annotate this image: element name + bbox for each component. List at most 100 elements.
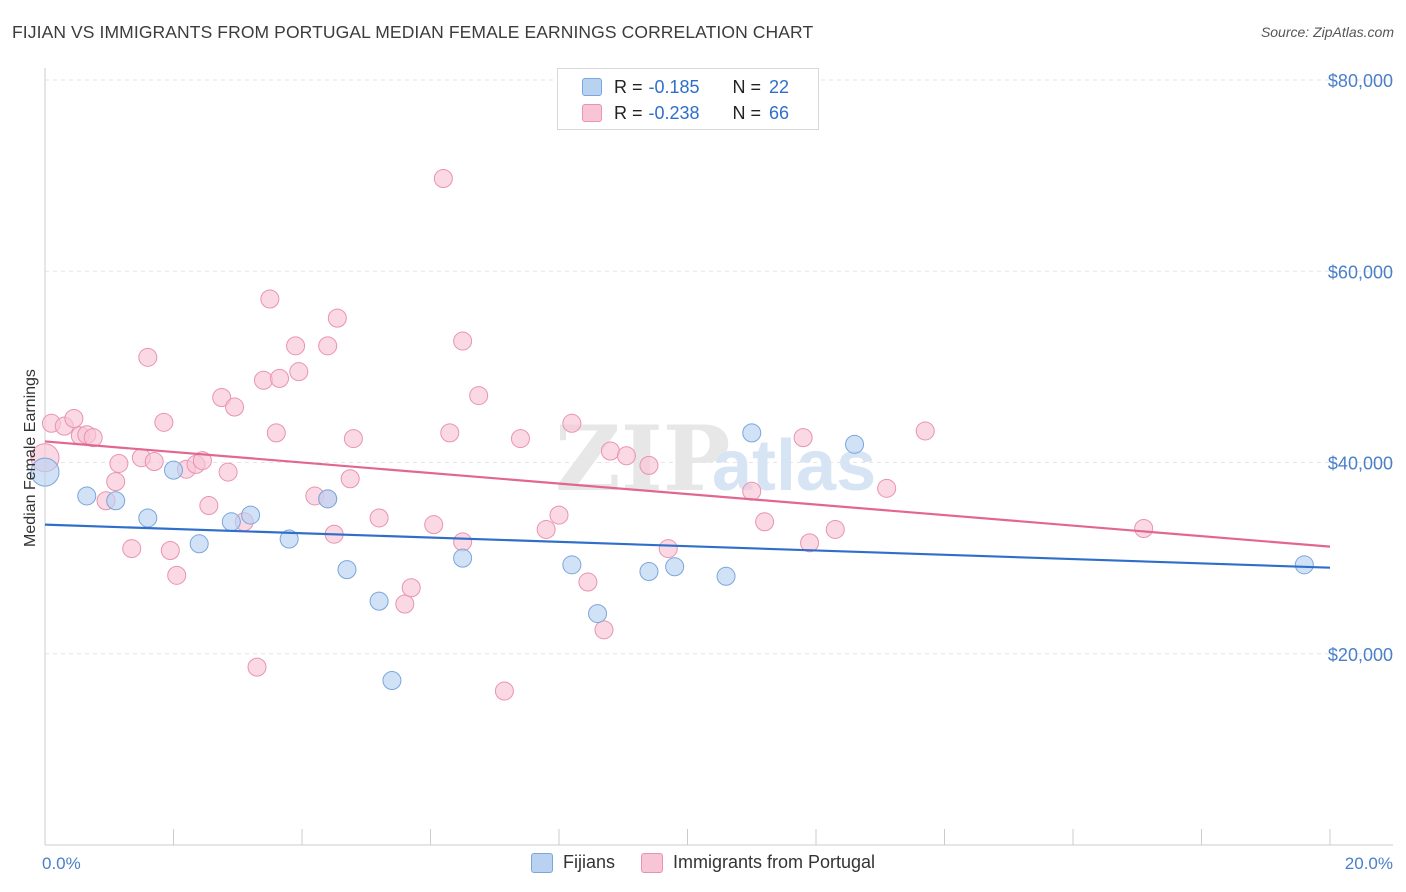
portugal-legend-swatch	[640, 852, 663, 873]
fijian-point-7	[241, 505, 261, 525]
portugal-point-10	[122, 539, 142, 559]
portugal-trend-line	[44, 440, 1331, 548]
portugal-point-60	[755, 512, 775, 532]
portugal-point-57	[639, 455, 659, 475]
fijian-point-2	[106, 491, 126, 511]
portugal-point-47	[469, 386, 489, 406]
n-value: 22	[769, 76, 790, 97]
x-ticks	[44, 829, 1331, 845]
fijian-point-18	[716, 566, 736, 586]
fijian-point-16	[639, 562, 659, 582]
fijian-point-19	[742, 423, 762, 443]
fijian-point-10	[337, 560, 357, 580]
fijian-point-21	[1294, 555, 1314, 575]
portugal-point-64	[877, 478, 897, 498]
fijians-swatch	[582, 78, 602, 96]
legend-item-portugal: Immigrants from Portugal	[640, 852, 876, 873]
portugal-point-29	[270, 368, 290, 388]
fijians-legend-swatch	[530, 852, 553, 873]
trend-lines	[44, 440, 1331, 569]
portugal-point-19	[192, 451, 212, 471]
portugal-point-21	[212, 387, 232, 407]
fijian-point-11	[369, 591, 389, 611]
fijian-trend-line	[44, 523, 1331, 569]
fijian-point-0	[30, 457, 60, 487]
portugal-point-66	[1134, 518, 1154, 538]
r-label: R =	[614, 76, 643, 97]
portugal-point-41	[401, 578, 421, 598]
y-tick-labels: $20,000 $40,000 $60,000 $80,000	[1328, 71, 1393, 665]
portugal-point-13	[144, 452, 164, 472]
chart-title: FIJIAN VS IMMIGRANTS FROM PORTUGAL MEDIA…	[12, 22, 814, 42]
portugal-point-37	[340, 469, 360, 489]
n-label: N =	[732, 76, 762, 97]
portugal-point-61	[793, 428, 813, 448]
portugal-point-9	[109, 453, 129, 473]
r-value: -0.185	[648, 76, 700, 97]
portugal-point-40	[395, 594, 415, 614]
fijian-point-20	[845, 434, 865, 454]
fijians-legend-label: Fijians	[562, 852, 615, 872]
series-legend: Fijians Immigrants from Portugal	[0, 852, 1406, 873]
portugal-point-45	[453, 331, 473, 351]
fijian-point-15	[588, 604, 608, 624]
portugal-point-22	[218, 462, 238, 482]
portugal-point-55	[600, 441, 620, 461]
portugal-point-44	[440, 423, 460, 443]
portugal-point-33	[318, 336, 338, 356]
portugal-point-27	[260, 289, 280, 309]
portugal-legend-label: Immigrants from Portugal	[672, 852, 876, 872]
portugal-swatch	[582, 104, 602, 122]
portugal-point-31	[289, 362, 309, 382]
portugal-point-46	[453, 532, 473, 552]
portugal-point-50	[536, 519, 556, 539]
n-label: N =	[732, 102, 762, 123]
portugal-point-51	[549, 505, 569, 525]
portugal-point-12	[138, 347, 158, 367]
r-value: -0.238	[648, 102, 700, 123]
fijian-points	[30, 423, 1314, 691]
portugal-point-30	[286, 336, 306, 356]
fijian-point-3	[138, 508, 158, 528]
n-value: 66	[769, 102, 790, 123]
portugal-point-14	[154, 412, 174, 432]
portugal-point-43	[433, 168, 453, 188]
portugal-point-3	[64, 409, 84, 429]
portugal-point-8	[106, 472, 126, 492]
portugal-point-59	[742, 481, 762, 501]
portugal-point-36	[327, 308, 347, 328]
portugal-point-56	[616, 446, 636, 466]
fijian-point-8	[279, 529, 299, 549]
grid-lines	[45, 79, 1393, 655]
r-label: R =	[614, 102, 643, 123]
portugal-point-20	[199, 496, 219, 516]
portugal-point-49	[510, 429, 530, 449]
y-tick-label-2: $60,000	[1328, 262, 1393, 282]
y-tick-label-0: $20,000	[1328, 645, 1393, 665]
fijian-point-12	[382, 671, 402, 691]
portugal-points	[30, 168, 1154, 701]
portugal-point-15	[160, 540, 180, 560]
x-tick-label-min: 0.0%	[42, 854, 81, 873]
legend-row-fijians: R = -0.185 N = 22	[582, 75, 789, 99]
fijian-point-14	[562, 555, 582, 575]
portugal-point-65	[915, 421, 935, 441]
fijian-point-1	[77, 486, 97, 506]
fijian-point-9	[318, 489, 338, 509]
x-tick-label-max: 20.0%	[1345, 854, 1393, 873]
legend-row-portugal: R = -0.238 N = 66	[582, 101, 789, 125]
portugal-point-39	[369, 508, 389, 528]
portugal-point-6	[83, 428, 103, 448]
fijian-point-4	[164, 460, 183, 480]
y-tick-label-1: $40,000	[1328, 454, 1393, 474]
source-credit: Source: ZipAtlas.com	[1260, 24, 1394, 40]
portugal-point-28	[266, 423, 286, 443]
portugal-point-54	[594, 620, 614, 640]
y-axis-label: Median Female Earnings	[22, 369, 39, 547]
portugal-point-52	[562, 413, 582, 433]
legend-item-fijians: Fijians	[530, 852, 615, 873]
fijian-point-6	[221, 512, 241, 532]
portugal-point-53	[578, 572, 598, 592]
correlation-legend: R = -0.185 N = 22 R = -0.238 N = 66	[557, 68, 819, 130]
